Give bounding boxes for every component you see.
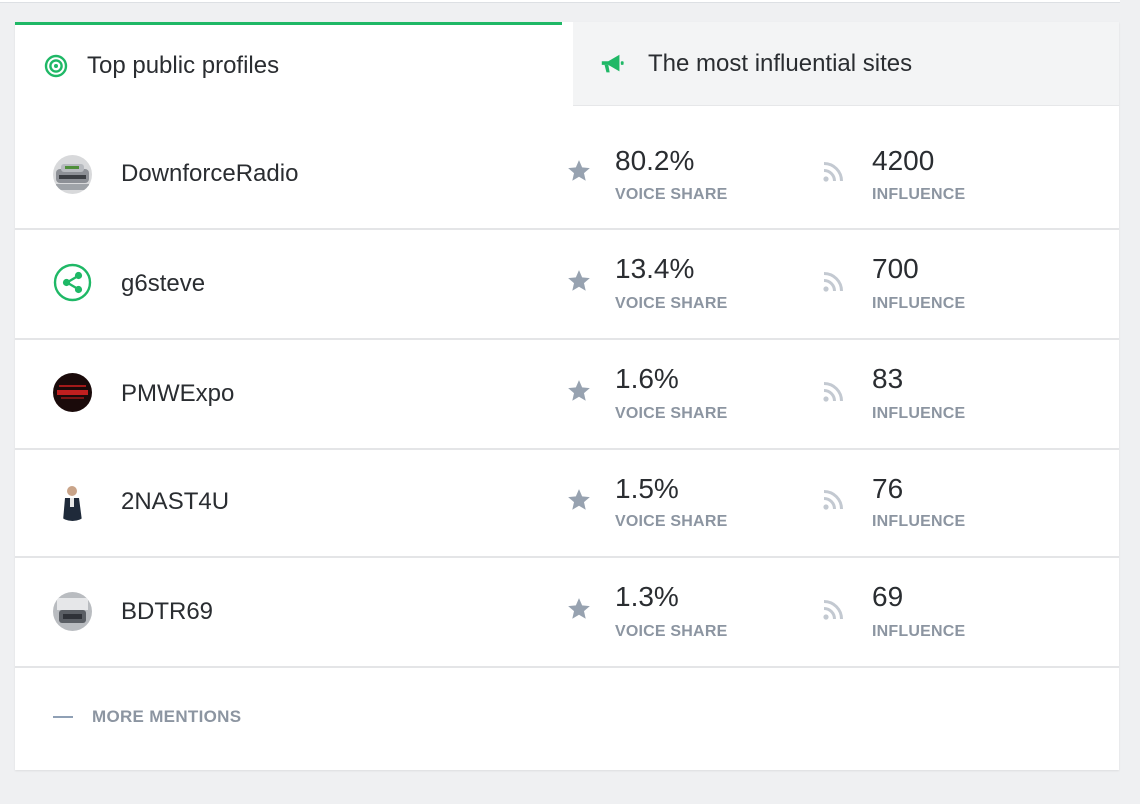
previous-card-edge [0, 0, 1120, 3]
tab-bar: Top public profiles The most influential… [15, 22, 1119, 106]
voice-share-value: 1.5% [615, 473, 679, 504]
more-mentions-button[interactable]: MORE MENTIONS [53, 706, 241, 728]
profile-name[interactable]: DownforceRadio [121, 160, 299, 187]
voice-share-label: VOICE SHARE [615, 295, 728, 312]
tab-label: Top public profiles [87, 51, 280, 79]
voice-share-label: VOICE SHARE [615, 186, 728, 203]
avatar [53, 155, 92, 194]
profile-name[interactable]: g6steve [121, 270, 206, 297]
influence-label: INFLUENCE [872, 405, 966, 422]
star-icon [566, 596, 592, 622]
voice-share-label: VOICE SHARE [615, 623, 728, 640]
list-item[interactable]: BDTR69 1.3% VOICE SHARE 69 INFLUENCE [15, 558, 1119, 668]
influence-value: 76 [872, 473, 904, 504]
profiles-card: Top public profiles The most influential… [15, 22, 1119, 770]
voice-share-value: 80.2% [615, 145, 695, 176]
star-icon [566, 268, 592, 294]
profile-list: DownforceRadio 80.2% VOICE SHARE 4200 IN… [15, 120, 1119, 668]
influence-value: 700 [872, 253, 919, 284]
rss-icon [821, 598, 845, 622]
voice-share-value: 1.3% [615, 581, 679, 612]
avatar [53, 373, 92, 412]
list-item[interactable]: 2NAST4U 1.5% VOICE SHARE 76 INFLUENCE [15, 450, 1119, 558]
star-icon [566, 158, 592, 184]
voice-share-value: 1.6% [615, 363, 679, 394]
tab-label: The most influential sites [648, 49, 913, 77]
star-icon [566, 487, 592, 513]
list-item[interactable]: PMWExpo 1.6% VOICE SHARE 83 INFLUENCE [15, 340, 1119, 450]
influence-label: INFLUENCE [872, 623, 966, 640]
avatar [53, 592, 92, 631]
voice-share-label: VOICE SHARE [615, 405, 728, 422]
rss-icon [821, 270, 845, 294]
avatar [53, 482, 92, 521]
tab-top-public-profiles[interactable]: Top public profiles [15, 22, 562, 106]
rss-icon [821, 488, 845, 512]
influence-label: INFLUENCE [872, 513, 966, 530]
influence-value: 83 [872, 363, 904, 394]
influence-label: INFLUENCE [872, 295, 966, 312]
list-item[interactable]: DownforceRadio 80.2% VOICE SHARE 4200 IN… [15, 120, 1119, 230]
voice-share-value: 13.4% [615, 253, 695, 284]
target-icon [43, 53, 69, 79]
star-icon [566, 378, 592, 404]
list-item[interactable]: g6steve 13.4% VOICE SHARE 700 INFLUENCE [15, 230, 1119, 340]
dash-icon [53, 716, 73, 718]
profile-name[interactable]: BDTR69 [121, 598, 214, 625]
megaphone-icon [599, 51, 625, 77]
influence-value: 4200 [872, 145, 935, 176]
influence-value: 69 [872, 581, 904, 612]
influence-label: INFLUENCE [872, 186, 966, 203]
profile-name[interactable]: PMWExpo [121, 380, 235, 407]
tab-most-influential-sites[interactable]: The most influential sites [573, 22, 1119, 106]
rss-icon [821, 160, 845, 184]
share-icon [53, 263, 92, 302]
more-mentions-label: MORE MENTIONS [92, 707, 242, 726]
rss-icon [821, 380, 845, 404]
voice-share-label: VOICE SHARE [615, 513, 728, 530]
profile-name[interactable]: 2NAST4U [121, 488, 230, 515]
